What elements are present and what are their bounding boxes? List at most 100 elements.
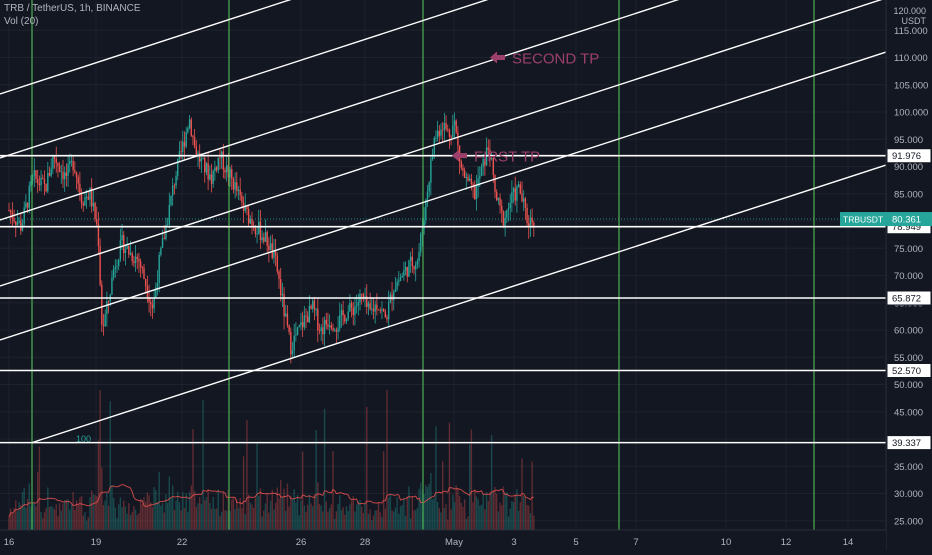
volume-bar [92,494,95,530]
candle-body [418,251,420,262]
volume-bar [264,503,267,530]
volume-bar [519,502,522,530]
volume-bar [369,509,371,530]
volume-bar [101,467,103,530]
candle-body [79,183,81,194]
first-tp-arrow-icon [452,149,467,162]
candle-body [315,309,317,311]
volume-bar [340,510,343,530]
candle-body [401,276,403,278]
volume-bar [359,500,361,530]
candle-body [138,258,140,262]
candle-body [291,350,294,355]
time-tick-label: 19 [91,537,102,548]
volume-bar [308,494,311,530]
candle-body [166,224,169,226]
candle-body [28,185,30,208]
volume-bar [146,492,149,530]
volume-bar [62,503,64,530]
volume-bar [389,493,392,530]
candle-body [150,302,152,305]
candle-body [220,151,223,158]
candle-body [332,328,334,331]
volume-indicator-label: Vol (20) [4,16,39,27]
volume-bar [382,451,385,530]
candle-body [23,207,25,224]
volume-bar [222,492,225,530]
volume-bar [430,473,432,530]
volume-bar [293,489,295,530]
volume-bar [205,497,208,530]
volume-bar [192,429,194,530]
candle-body [106,301,108,315]
volume-bar [225,510,228,530]
volume-bar [414,510,417,530]
volume-bar [404,515,407,530]
candle-body [398,280,400,282]
candle-body [65,172,68,177]
volume-bar [239,498,241,530]
volume-bar [467,516,469,530]
candle-body [472,184,474,186]
candle-body [40,177,42,186]
volume-bar [116,518,118,530]
candle-body [467,176,469,181]
volume-bar [528,505,530,530]
volume-bar [306,504,309,530]
volume-bar [526,504,528,530]
candle-body [489,149,491,160]
candle-body [188,119,191,128]
volume-bar [426,486,429,530]
volume-bar [398,513,400,530]
volume-bar [450,509,452,530]
volume-bar [161,503,164,530]
volume-bar [374,510,376,530]
candle-body [438,130,441,136]
candle-body [529,217,532,226]
volume-bar [387,497,390,530]
candle-body [377,309,380,311]
volume-bar [13,507,15,530]
candle-body [276,255,279,272]
candle-body [357,302,360,306]
volume-bar [107,505,110,530]
volume-bar [38,446,41,530]
candle-body [168,204,171,225]
candle-body [200,158,203,162]
candle-body [495,191,498,201]
volume-bar [393,511,395,530]
time-tick-label: 16 [4,537,15,548]
candle-body [339,315,341,329]
volume-bar [310,503,312,530]
candle-body [475,186,478,200]
candle-body [151,304,154,309]
level-price-label: 52.570 [892,366,921,377]
candle-body [281,293,284,296]
candle-body [48,172,51,176]
candle-body [347,311,349,320]
candle-body [526,207,528,224]
volume-bar [97,440,100,530]
volume-bar [180,510,182,530]
volume-bar [360,506,363,530]
candle-body [335,329,338,332]
volume-bar [121,507,123,530]
candle-body [87,196,90,200]
volume-bar [144,501,147,530]
candle-body [131,253,133,262]
volume-bar [234,509,236,530]
volume-bar [16,511,19,530]
volume-bar [349,504,351,530]
volume-bar [420,482,422,530]
candle-body [153,297,155,309]
candle-body [494,175,496,192]
price-tick-label: 110.000 [894,53,928,64]
candle-body [225,165,228,173]
volume-bar [273,509,275,530]
candle-body [420,233,422,252]
candle-body [509,202,511,209]
candle-body [425,199,427,221]
candle-body [237,189,240,191]
